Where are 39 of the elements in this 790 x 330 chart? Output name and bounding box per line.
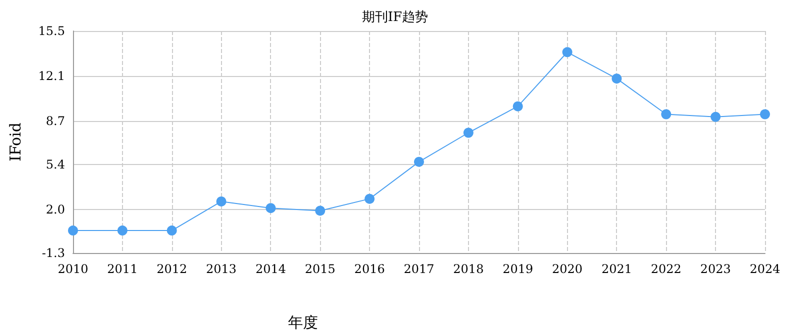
x-tick-label: 2016 — [354, 262, 385, 276]
point — [463, 128, 474, 138]
point — [166, 226, 177, 236]
x-tick-label: 2021 — [601, 262, 632, 276]
point — [266, 203, 276, 214]
point — [68, 226, 78, 236]
y-axis-title: IFoid — [6, 122, 24, 162]
point — [216, 196, 226, 206]
x-tick-label: 2018 — [453, 262, 484, 276]
y-tick-label: 2.0 — [46, 202, 65, 216]
x-tick-label: 2020 — [552, 262, 583, 276]
x-tick-label: 2012 — [156, 262, 188, 276]
x-tick-label: 2024 — [750, 262, 781, 276]
point — [512, 101, 523, 112]
y-tick-label: 12.1 — [38, 68, 65, 83]
y-tick-label: 15.5 — [38, 24, 65, 38]
point — [661, 109, 672, 120]
x-tick-label: 2010 — [58, 262, 88, 276]
point — [364, 194, 375, 204]
point — [414, 156, 424, 167]
y-tick-label: 8.7 — [46, 114, 65, 128]
x-tick-label: 2022 — [650, 262, 682, 276]
point — [612, 74, 622, 84]
x-tick-label: 2019 — [502, 262, 534, 276]
point — [117, 226, 128, 236]
x-tick-label: 2023 — [700, 262, 731, 276]
point — [315, 206, 326, 216]
point — [562, 47, 572, 58]
x-tick-label: 2013 — [206, 262, 237, 276]
x-tick-label: 2014 — [255, 262, 286, 276]
y-tick-label: -1.3 — [42, 246, 65, 260]
point — [760, 109, 770, 120]
y-tick-label: 5.4 — [46, 157, 66, 172]
x-tick-label: 2011 — [107, 262, 138, 276]
chart-title: 期刊IF趋势 — [362, 10, 428, 25]
x-tick-label: 2015 — [304, 262, 336, 276]
x-tick-label: 2017 — [404, 262, 434, 276]
x-axis-title: 年度 — [288, 314, 318, 330]
point — [710, 112, 721, 122]
